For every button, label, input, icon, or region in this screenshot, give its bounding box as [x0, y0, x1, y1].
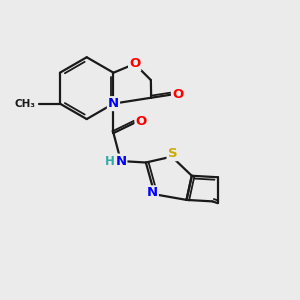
- Text: N: N: [108, 97, 119, 110]
- Text: S: S: [167, 147, 177, 160]
- Text: N: N: [115, 154, 126, 167]
- Text: O: O: [136, 115, 147, 128]
- Text: O: O: [129, 57, 140, 70]
- Text: O: O: [172, 88, 183, 101]
- Text: CH₃: CH₃: [14, 99, 35, 109]
- Text: N: N: [147, 186, 158, 199]
- Text: H: H: [105, 154, 115, 167]
